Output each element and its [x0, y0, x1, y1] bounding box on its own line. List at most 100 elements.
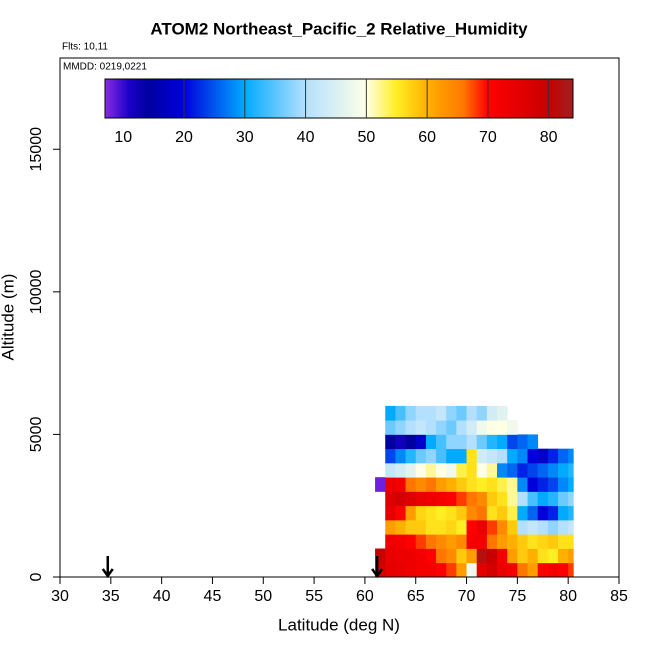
- heat-cell: [517, 448, 528, 464]
- dates-note: MMDD: 0219,0221: [63, 62, 147, 73]
- x-tick-label: 35: [102, 588, 120, 605]
- heat-cell: [446, 462, 457, 478]
- heat-cell: [405, 534, 417, 549]
- heat-cell: [527, 519, 539, 535]
- heat-cell: [527, 448, 539, 464]
- heat-cell: [395, 462, 406, 478]
- heat-cell: [507, 462, 518, 478]
- heat-cell: [456, 491, 467, 507]
- heat-cell: [497, 477, 508, 492]
- heat-cell: [385, 505, 396, 521]
- colorbar: [104, 78, 574, 119]
- heat-cell: [527, 548, 539, 564]
- heat-cell: [436, 562, 447, 578]
- heat-cell: [385, 491, 396, 507]
- heat-cell: [558, 477, 569, 492]
- heat-cell: [476, 491, 488, 507]
- colorbar-tick-label: 80: [540, 129, 558, 146]
- heat-cell: [527, 434, 539, 450]
- heat-cell: [385, 562, 396, 578]
- heat-cell: [446, 448, 457, 464]
- heat-cell: [425, 534, 437, 549]
- heat-cell: [415, 420, 427, 435]
- heat-cell: [517, 505, 528, 521]
- heat-cell: [436, 405, 447, 421]
- heat-cell: [497, 562, 508, 578]
- heat-cell: [436, 434, 447, 450]
- heat-cell: [415, 534, 427, 549]
- heat-cell: [517, 462, 528, 478]
- heat-cell: [486, 519, 498, 535]
- heat-cell: [385, 448, 396, 464]
- heat-cell: [446, 420, 457, 435]
- heat-cell: [446, 505, 457, 521]
- x-tick-label: 85: [610, 588, 628, 605]
- x-tick-label: 50: [254, 588, 272, 605]
- heat-cell: [517, 434, 528, 450]
- heat-cell: [486, 405, 498, 421]
- heat-cell: [507, 562, 518, 578]
- x-tick-label: 65: [407, 588, 425, 605]
- heat-cell: [537, 505, 549, 521]
- heat-cell: [415, 562, 427, 578]
- heat-cell: [395, 534, 406, 549]
- heat-cell: [415, 405, 427, 421]
- heat-cell: [466, 477, 478, 492]
- y-tick-label: 0: [28, 572, 45, 581]
- heat-cell: [476, 548, 488, 564]
- heat-cell: [436, 505, 447, 521]
- heat-cell: [425, 491, 437, 507]
- heat-cell: [456, 534, 467, 549]
- heat-cell: [507, 434, 518, 450]
- heat-cell: [395, 405, 406, 421]
- heat-cell: [466, 562, 478, 578]
- heat-cell: [497, 491, 508, 507]
- heat-cell: [466, 519, 478, 535]
- heat-cell: [476, 505, 488, 521]
- heat-cell: [527, 477, 539, 492]
- heat-cell: [415, 505, 427, 521]
- heat-cell: [476, 448, 488, 464]
- heat-cell: [395, 420, 406, 435]
- heat-cell: [466, 548, 478, 564]
- heat-cell: [497, 405, 508, 421]
- flight-marker: [371, 556, 384, 579]
- heat-cell: [436, 548, 447, 564]
- heat-cell: [507, 491, 518, 507]
- heat-cell: [385, 519, 396, 535]
- heat-cell: [415, 448, 427, 464]
- heat-cell: [537, 491, 549, 507]
- heat-cell: [527, 534, 539, 549]
- heat-cell: [385, 462, 396, 478]
- heat-cell: [456, 448, 467, 464]
- heat-cell: [395, 505, 406, 521]
- heat-cell: [517, 562, 528, 578]
- heat-cell: [497, 548, 508, 564]
- heat-cell: [547, 462, 559, 478]
- heat-cell: [425, 519, 437, 535]
- colorbar-tick-label: 70: [479, 129, 497, 146]
- heat-cell: [415, 462, 427, 478]
- heat-cell: [405, 405, 417, 421]
- heat-cell: [486, 434, 498, 450]
- heat-cell: [568, 534, 574, 549]
- heat-cell: [456, 519, 467, 535]
- heat-cell: [456, 434, 467, 450]
- colorbar-tick-label: 60: [418, 129, 436, 146]
- heat-cell: [547, 505, 559, 521]
- heat-cell: [568, 448, 574, 464]
- heat-cell: [425, 434, 437, 450]
- heat-cell: [456, 477, 467, 492]
- heat-cell: [456, 405, 467, 421]
- colorbar-tick-label: 40: [297, 129, 315, 146]
- heat-cell: [547, 448, 559, 464]
- heat-cell: [527, 491, 539, 507]
- heat-cell: [436, 534, 447, 549]
- heat-cell: [425, 405, 437, 421]
- heat-cell: [405, 519, 417, 535]
- heat-cell: [446, 534, 457, 549]
- heat-cell: [537, 519, 549, 535]
- heat-cell: [466, 534, 478, 549]
- x-tick-label: 60: [356, 588, 374, 605]
